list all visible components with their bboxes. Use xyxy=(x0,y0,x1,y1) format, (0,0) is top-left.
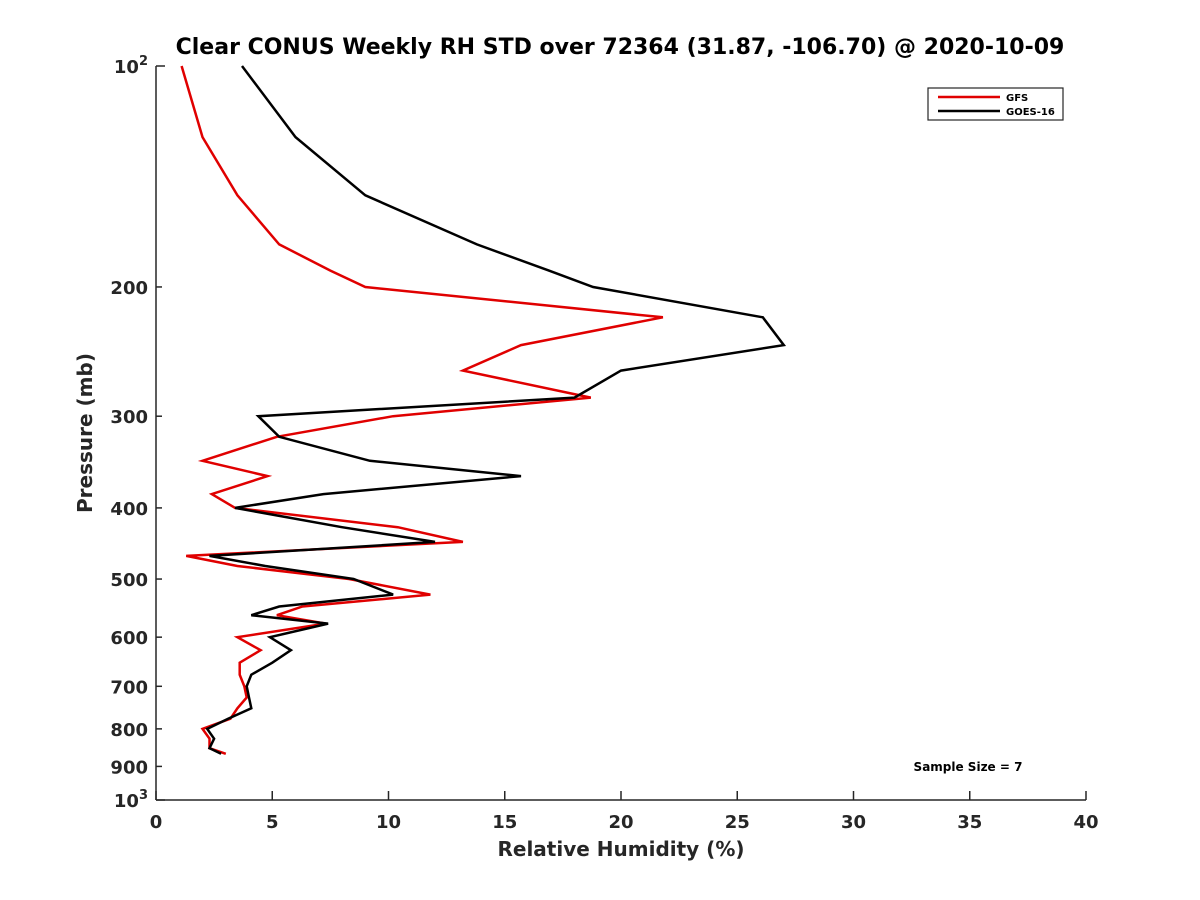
x-tick-label: 5 xyxy=(266,812,279,833)
x-axis-label: Relative Humidity (%) xyxy=(497,837,744,861)
y-tick-label: 200 xyxy=(110,278,148,299)
x-ticks: 0 5 10 15 20 25 30 35 40 xyxy=(150,791,1099,833)
series-line-goes16 xyxy=(205,65,787,755)
x-tick-label: 35 xyxy=(957,812,982,833)
x-tick-label: 25 xyxy=(725,812,750,833)
x-tick-label: 20 xyxy=(608,812,633,833)
series-layer xyxy=(180,65,787,755)
x-tick-label: 40 xyxy=(1073,812,1098,833)
x-tick-label: 15 xyxy=(492,812,517,833)
x-tick-label: 0 xyxy=(150,812,163,833)
y-tick-label: 400 xyxy=(110,499,148,520)
y-axis-label: Pressure (mb) xyxy=(73,353,97,513)
y-tick-label: 800 xyxy=(110,720,148,741)
legend: GFS GOES-16 xyxy=(927,87,1064,121)
x-tick-label: 30 xyxy=(841,812,866,833)
chart-title: Clear CONUS Weekly RH STD over 72364 (31… xyxy=(176,35,1065,60)
y-tick-label: 500 xyxy=(110,570,148,591)
x-tick-label: 10 xyxy=(376,812,401,833)
legend-box xyxy=(927,87,1064,121)
legend-label-goes16: GOES-16 xyxy=(1006,107,1055,118)
y-tick-label: 700 xyxy=(110,677,148,698)
sample-size-annotation: Sample Size = 7 xyxy=(914,760,1023,774)
series-line-gfs xyxy=(180,65,664,755)
y-tick-label: 300 xyxy=(110,407,148,428)
legend-label-gfs: GFS xyxy=(1006,93,1028,104)
y-tick-label: 900 xyxy=(110,757,148,778)
y-tick-label: 600 xyxy=(110,628,148,649)
